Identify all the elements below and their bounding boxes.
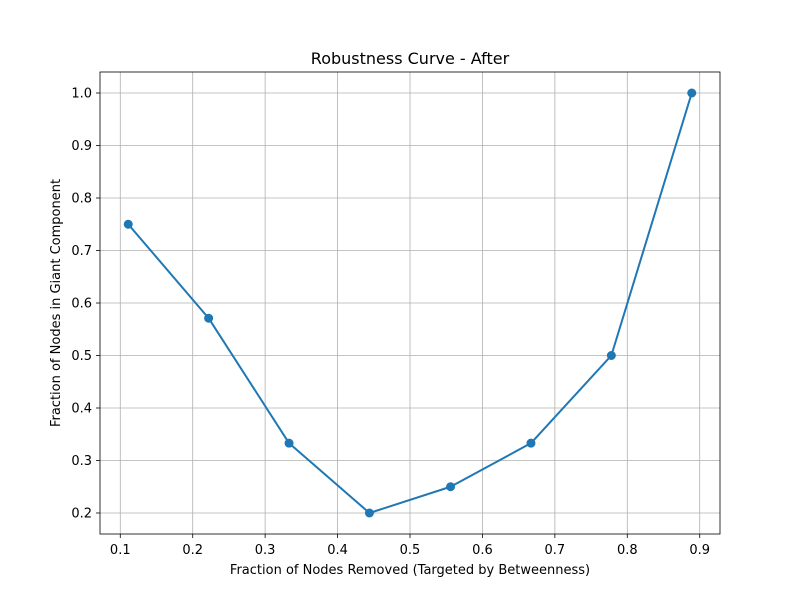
x-tick-label: 0.2 bbox=[182, 543, 203, 558]
y-tick-label: 0.2 bbox=[71, 507, 92, 522]
x-tick-label: 0.6 bbox=[472, 543, 493, 558]
ticks: 0.1 0.2 0.3 0.4 0.5 0.6 0.7 0.8 0.9 0.2 0.3 0.4 0.5 0… bbox=[71, 87, 710, 559]
y-tick-label: 1.0 bbox=[71, 87, 92, 102]
data-point bbox=[364, 508, 374, 518]
x-tick-label: 0.8 bbox=[617, 543, 638, 558]
x-axis-label: Fraction of Nodes Removed (Targeted by B… bbox=[230, 563, 590, 578]
data-point bbox=[606, 351, 616, 360]
series-line bbox=[127, 92, 693, 514]
data-point bbox=[123, 219, 133, 229]
x-tick-label: 0.4 bbox=[327, 543, 348, 558]
y-tick-label: 0.3 bbox=[71, 454, 92, 469]
x-tick-label: 0.7 bbox=[545, 543, 566, 558]
chart-title: Robustness Curve - After bbox=[311, 49, 510, 68]
y-tick-label: 0.6 bbox=[71, 297, 92, 312]
y-axis-label: Fraction of Nodes in Giant Component bbox=[49, 179, 64, 427]
x-tick-label: 0.5 bbox=[400, 543, 421, 558]
data-point bbox=[687, 88, 697, 98]
series-layer bbox=[123, 88, 697, 518]
data-point bbox=[526, 438, 536, 448]
y-tick-label: 0.5 bbox=[71, 349, 92, 364]
y-tick-label: 0.4 bbox=[71, 402, 92, 417]
data-point bbox=[284, 438, 294, 448]
x-tick-label: 0.1 bbox=[110, 543, 131, 558]
data-point bbox=[204, 313, 214, 323]
grid bbox=[100, 72, 720, 534]
y-tick-label: 0.7 bbox=[71, 244, 92, 259]
x-tick-label: 0.3 bbox=[255, 543, 276, 558]
y-tick-label: 0.8 bbox=[71, 192, 92, 207]
y-tick-label: 0.9 bbox=[71, 139, 92, 154]
data-point bbox=[446, 482, 456, 492]
x-tick-label: 0.9 bbox=[689, 543, 710, 558]
